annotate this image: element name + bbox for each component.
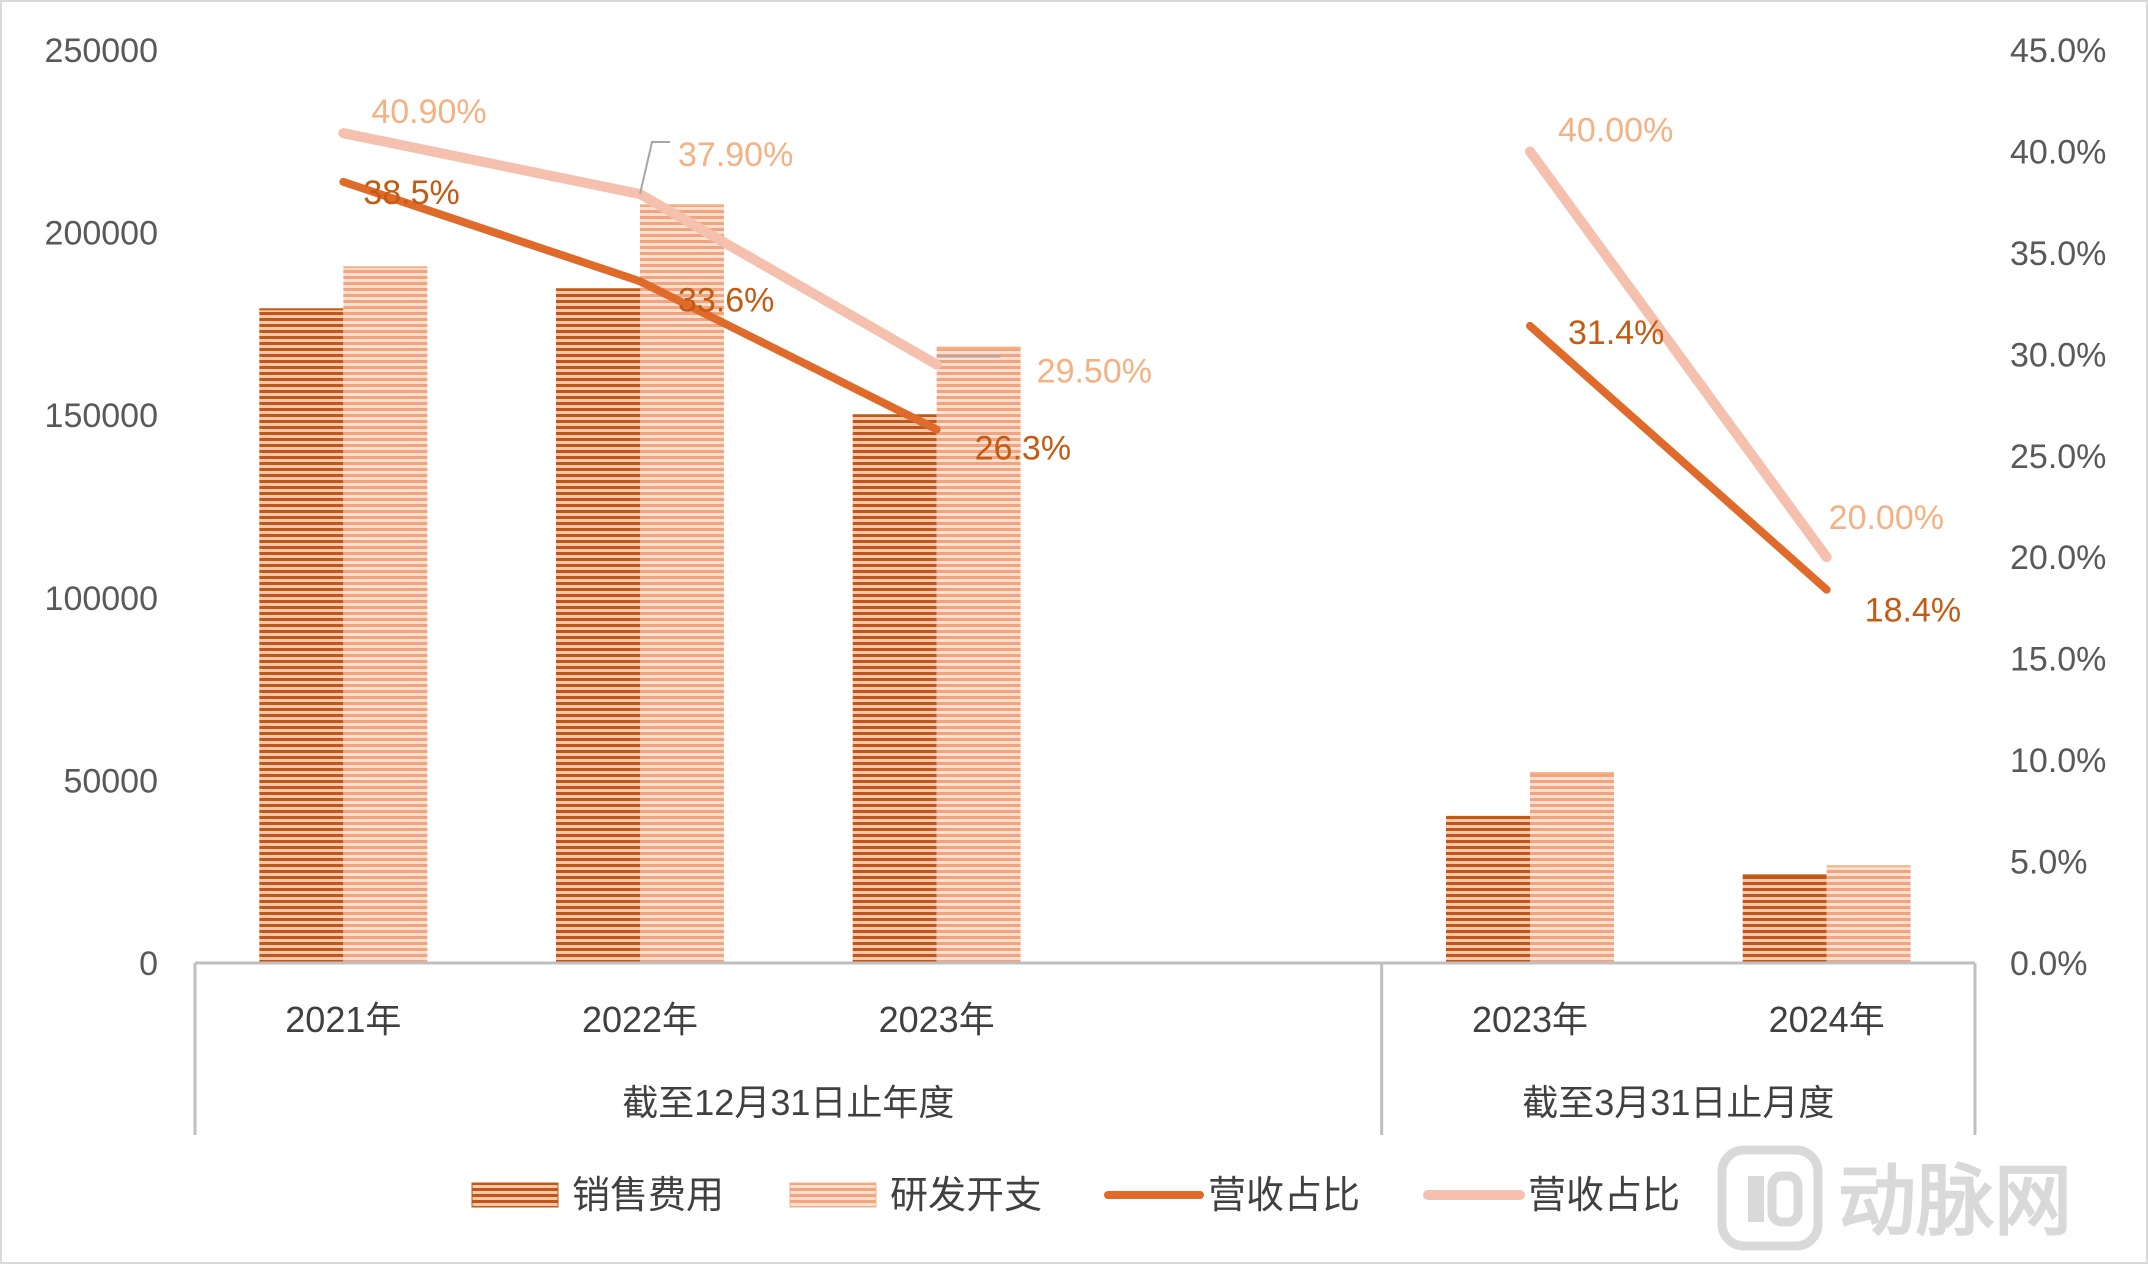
legend-swatch-0 <box>471 1182 559 1208</box>
right-tick-label: 30.0% <box>2010 336 2106 374</box>
watermark-logo-bar <box>1748 1176 1764 1222</box>
data-label-1-0: 40.90% <box>371 93 486 131</box>
right-tick-label: 25.0% <box>2010 438 2106 476</box>
line-0-segment-0 <box>339 177 941 434</box>
lines-layer <box>338 128 1832 594</box>
data-labels-layer: 38.5% 33.6% 26.3% 31.4% 18.4% 40.90% 37.90% 29.… <box>363 93 1961 630</box>
data-label-0-4: 31.4% <box>1568 314 1664 352</box>
left-tick-label: 150000 <box>45 397 158 435</box>
category-label: 2024年 <box>1769 999 1885 1040</box>
watermark-logo-arc <box>1767 1171 1803 1227</box>
group-label: 截至12月31日止年度 <box>622 1082 954 1123</box>
right-tick-label: 15.0% <box>2010 641 2106 679</box>
group-label: 截至3月31日止月度 <box>1522 1082 1834 1123</box>
right-tick-label: 10.0% <box>2010 742 2106 780</box>
watermark-logo <box>1717 1145 1823 1251</box>
data-label-1-4: 40.00% <box>1558 111 1673 149</box>
data-label-1-2: 29.50% <box>1037 352 1152 390</box>
category-label: 2021年 <box>285 999 401 1040</box>
watermark-text: 动脉网 <box>1838 1157 2072 1245</box>
right-tick-label: 35.0% <box>2010 235 2106 273</box>
line-1-segment-1 <box>1525 146 1832 563</box>
right-tick-label: 40.0% <box>2010 133 2106 171</box>
line-0-segment-1 <box>1526 321 1831 594</box>
legend-label-0: 销售费用 <box>572 1175 724 1217</box>
legend-swatch-1 <box>789 1182 877 1208</box>
bar-1-2 <box>936 347 1021 963</box>
data-label-1-1: 37.90% <box>678 136 793 174</box>
data-label-1-5: 20.00% <box>1829 499 1944 537</box>
left-tick-label: 200000 <box>45 215 158 253</box>
left-tick-label: 0 <box>139 945 158 983</box>
data-label-0-0: 38.5% <box>363 174 459 212</box>
bar-0-0 <box>259 309 344 963</box>
watermark: 动脉网 <box>1717 1145 2072 1251</box>
legend-label-3: 营收占比 <box>1528 1175 1680 1217</box>
bars-layer <box>259 204 1911 963</box>
data-label-0-5: 18.4% <box>1865 592 1961 630</box>
axes-layer: 0 50000 100000 150000 200000 250000 0.0% 5.0% 10… <box>45 32 2106 1135</box>
bar-0-2 <box>852 415 937 963</box>
legend: 销售费用 研发开支 营收占比 营收占比 <box>471 1175 1680 1217</box>
bar-0-5 <box>1742 875 1827 963</box>
bar-1-4 <box>1530 773 1614 963</box>
bar-0-4 <box>1446 816 1530 963</box>
right-tick-label: 0.0% <box>2010 945 2088 983</box>
bar-1-0 <box>343 267 428 963</box>
right-tick-label: 5.0% <box>2010 844 2088 882</box>
leader-line-1 <box>639 141 670 195</box>
left-tick-label: 250000 <box>45 32 158 70</box>
bar-1-5 <box>1826 866 1911 963</box>
left-tick-label: 100000 <box>45 580 158 618</box>
legend-label-2: 营收占比 <box>1208 1175 1360 1217</box>
data-label-0-2: 26.3% <box>975 429 1071 467</box>
bar-0-1 <box>556 289 640 963</box>
category-label: 2023年 <box>879 999 995 1040</box>
category-label: 2023年 <box>1472 999 1588 1040</box>
right-tick-label: 20.0% <box>2010 539 2106 577</box>
category-label: 2022年 <box>582 999 698 1040</box>
right-tick-label: 45.0% <box>2010 32 2106 70</box>
bar-1-1 <box>640 205 724 963</box>
left-tick-label: 50000 <box>63 762 158 800</box>
data-label-0-1: 33.6% <box>678 281 774 319</box>
legend-label-1: 研发开支 <box>890 1175 1042 1217</box>
